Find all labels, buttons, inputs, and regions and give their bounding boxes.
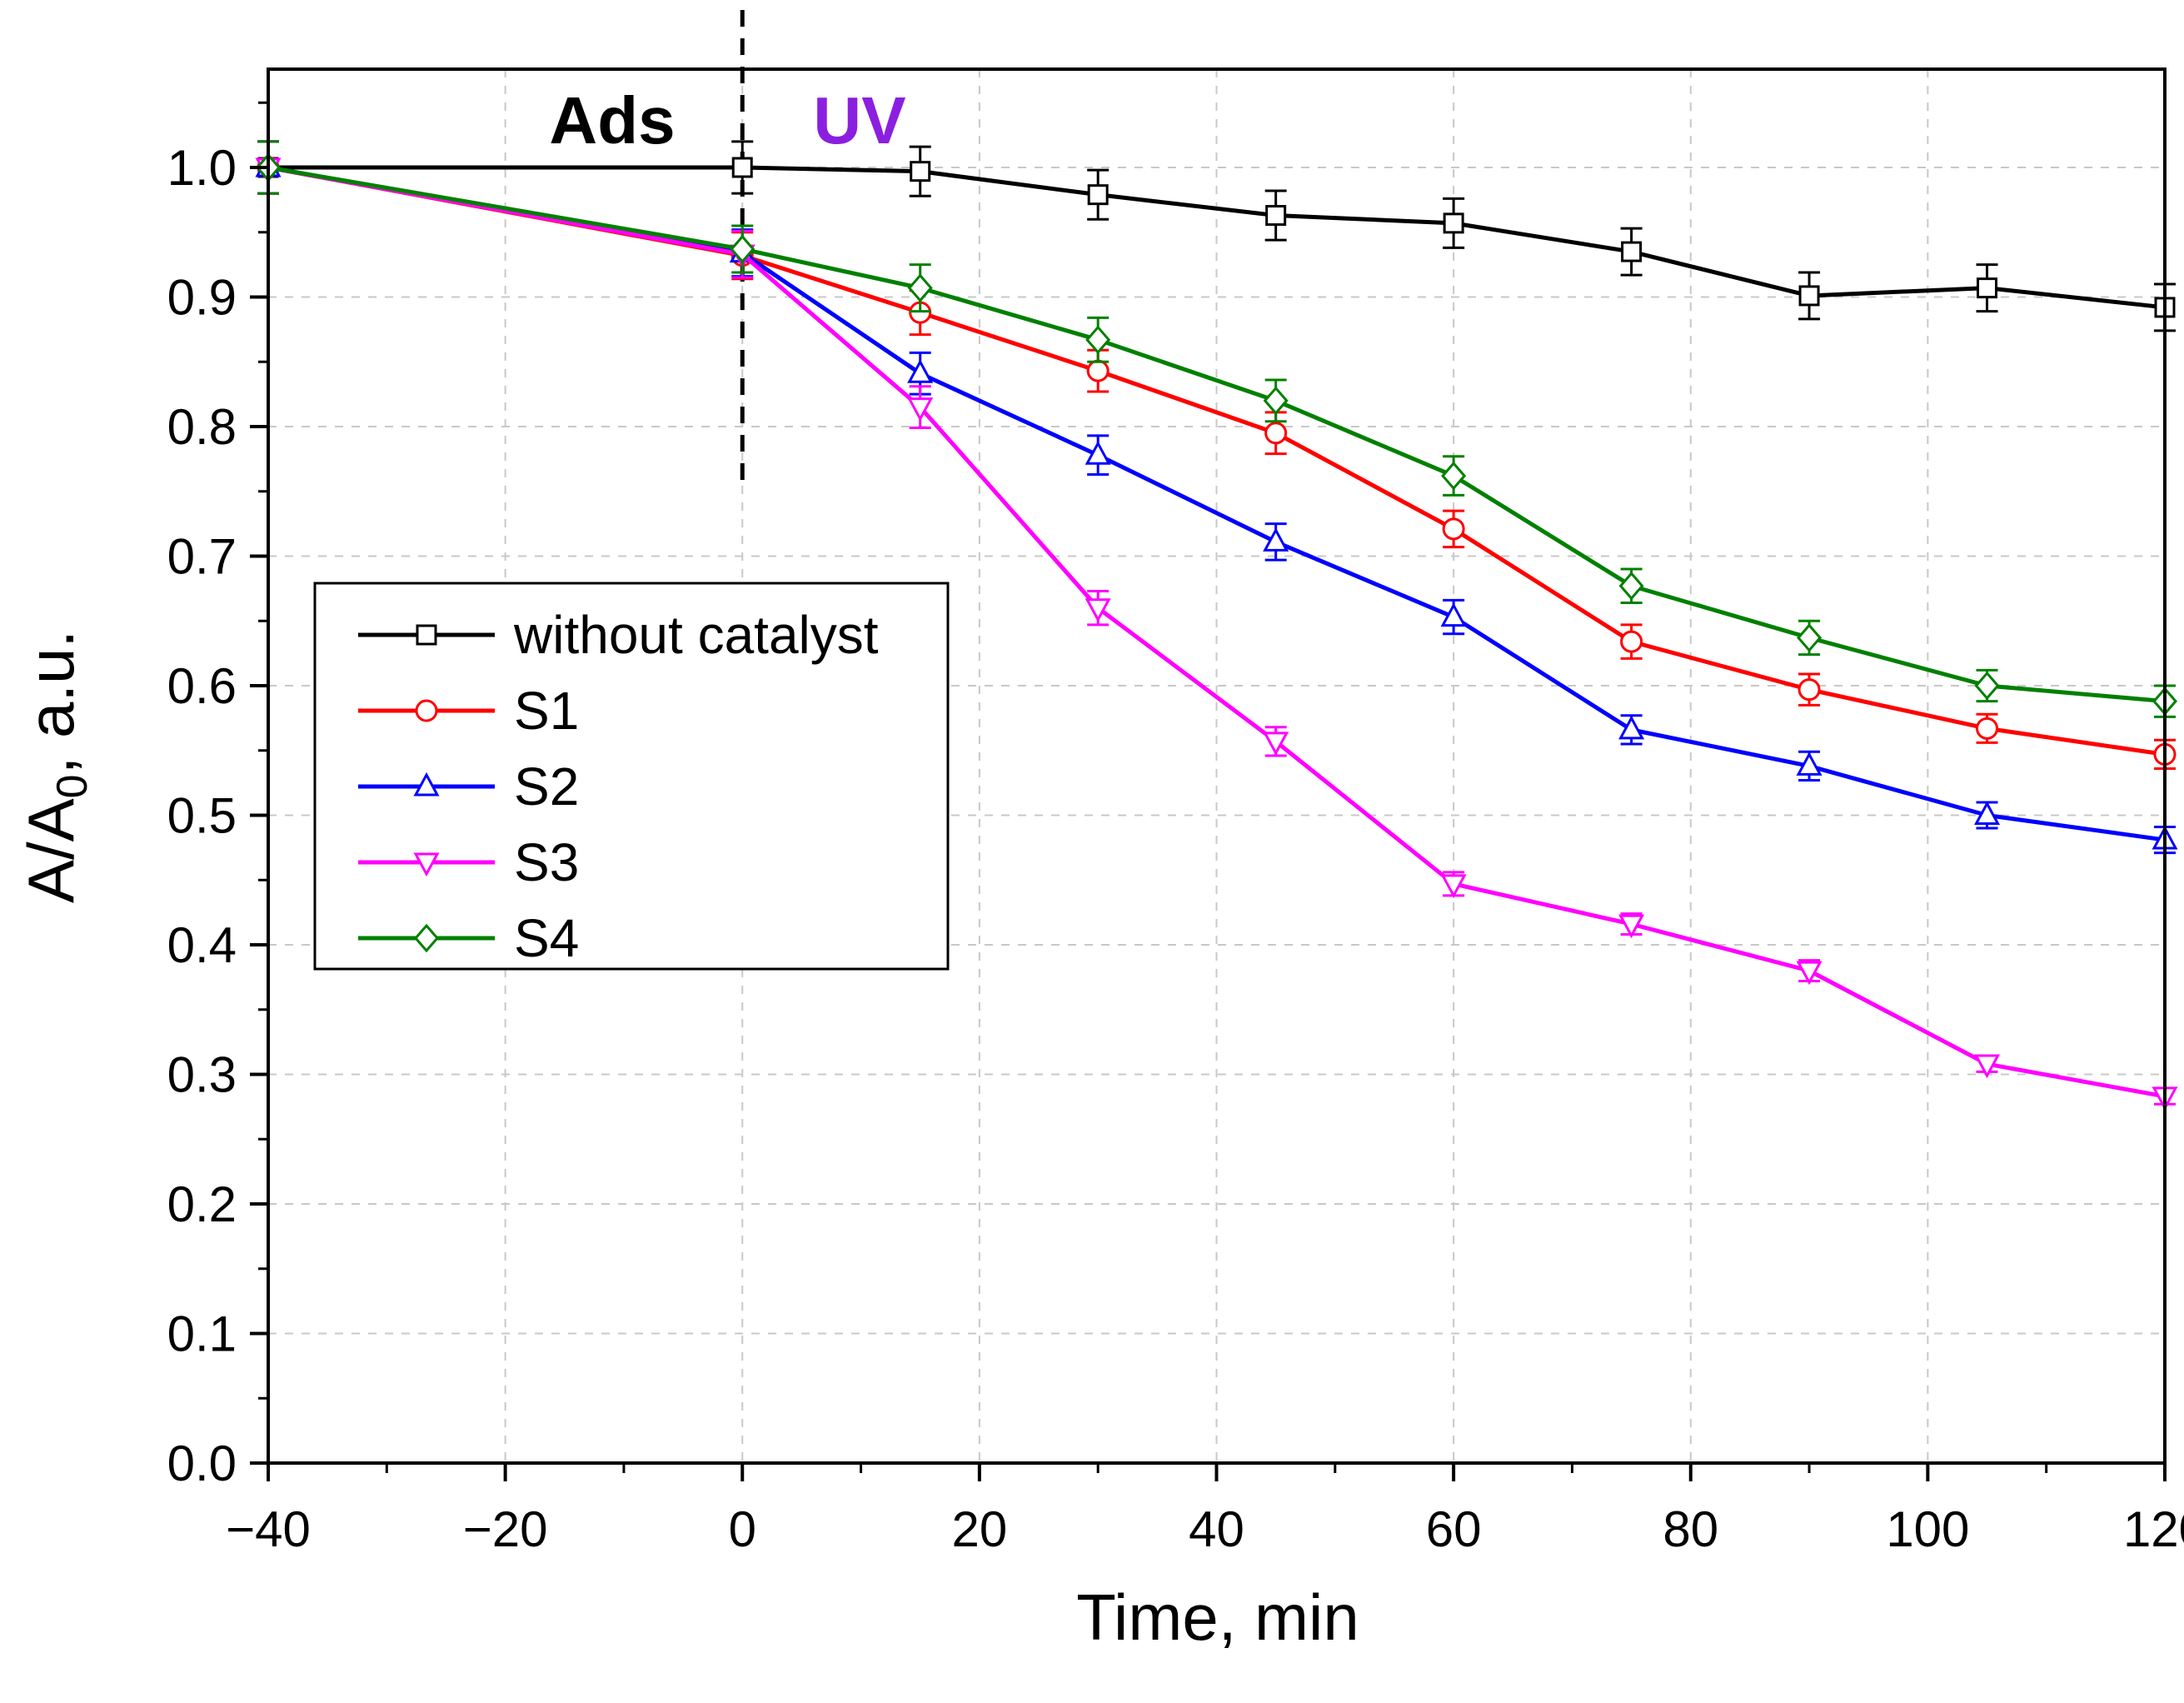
data-point xyxy=(907,359,934,383)
data-point xyxy=(1263,527,1289,552)
x-tick-label: −40 xyxy=(226,1501,311,1557)
data-point xyxy=(1440,874,1467,899)
data-point xyxy=(1798,678,1821,702)
data-point xyxy=(907,273,933,302)
y-axis-title-tail: , a.u. xyxy=(14,630,87,774)
data-point xyxy=(910,161,931,182)
y-axis-title: A/A0, a.u. xyxy=(14,630,97,903)
x-axis-title: Time, min xyxy=(1076,1581,1359,1654)
data-point xyxy=(1618,914,1645,939)
data-point xyxy=(1796,961,1822,986)
y-tick-label: 0.1 xyxy=(167,1306,237,1362)
data-point xyxy=(731,157,753,178)
x-tick-label: 80 xyxy=(1663,1501,1718,1557)
data-point xyxy=(1086,359,1109,382)
data-point xyxy=(1974,671,2000,701)
x-tick-label: 0 xyxy=(729,1501,756,1557)
series-line xyxy=(267,165,2166,1099)
data-point xyxy=(1618,571,1644,601)
series-line xyxy=(267,165,2166,842)
axes: −40 −20 0 20 40 60 80 100 120 0.0 0.1 0.2 0.3 0.4 0.5 0… xyxy=(167,101,2184,1557)
data-point xyxy=(730,234,755,264)
data-point xyxy=(1085,441,1111,465)
legend: without catalyst S1 S2 S3 S4 xyxy=(313,582,950,971)
series-line xyxy=(267,165,2166,757)
series-s2 xyxy=(255,140,2178,855)
annotation-ads: Ads xyxy=(549,83,675,157)
y-tick-label: 0.5 xyxy=(167,788,237,844)
y-tick-label: 0.6 xyxy=(167,658,237,714)
x-tick-label: 20 xyxy=(952,1501,1008,1557)
x-tick-label: −20 xyxy=(463,1501,548,1557)
y-axis-title-sub: 0 xyxy=(48,774,97,798)
y-tick-label: 0.4 xyxy=(167,917,237,973)
data-point xyxy=(1976,717,1999,740)
legend-label: S3 xyxy=(514,832,579,892)
x-tick-label: 60 xyxy=(1426,1501,1482,1557)
legend-label: S4 xyxy=(514,908,579,968)
data-point xyxy=(1085,598,1111,622)
y-tick-label: 0.8 xyxy=(167,399,237,455)
data-point xyxy=(1265,205,1287,227)
data-point xyxy=(1263,732,1289,757)
y-tick-label: 0.2 xyxy=(167,1176,237,1232)
data-point xyxy=(1264,422,1288,445)
legend-item: S1 xyxy=(358,681,579,741)
data-point xyxy=(1621,241,1643,262)
data-point xyxy=(1796,752,1822,776)
data-point xyxy=(1618,715,1645,740)
data-point xyxy=(1798,285,1820,307)
annotation-uv: UV xyxy=(813,83,905,157)
data-point xyxy=(1085,325,1111,355)
data-point xyxy=(1087,184,1109,206)
y-axis-title-main: A/A xyxy=(14,798,87,903)
data-point xyxy=(415,699,438,722)
x-tick-label: 100 xyxy=(1886,1501,1969,1557)
legend-box xyxy=(313,582,950,971)
legend-item: S2 xyxy=(358,757,579,817)
legend-label: S1 xyxy=(514,681,579,741)
x-tick-label: 40 xyxy=(1189,1501,1244,1557)
data-point xyxy=(1441,461,1467,491)
x-tick-label: 120 xyxy=(2123,1501,2184,1557)
data-point xyxy=(907,397,934,422)
y-tick-label: 0.3 xyxy=(167,1047,237,1103)
legend-label: S2 xyxy=(514,757,579,817)
data-point xyxy=(1443,212,1464,234)
legend-label: without catalyst xyxy=(513,605,879,665)
data-point xyxy=(1263,386,1289,416)
y-tick-label: 1.0 xyxy=(167,140,237,196)
data-point xyxy=(1442,517,1465,541)
data-point xyxy=(1974,801,2001,825)
data-point xyxy=(413,772,440,797)
data-point xyxy=(1977,277,1998,299)
series-line xyxy=(267,165,2166,704)
data-point xyxy=(414,923,439,953)
legend-item: S3 xyxy=(358,832,579,892)
data-point xyxy=(1974,1054,2001,1079)
legend-item: without catalyst xyxy=(358,605,879,665)
data-point xyxy=(416,624,437,646)
data-point xyxy=(1440,602,1467,627)
series-line xyxy=(268,165,2166,310)
legend-item: S4 xyxy=(358,908,579,968)
data-point xyxy=(413,852,440,877)
y-tick-label: 0.0 xyxy=(167,1436,237,1491)
data-point xyxy=(1797,623,1822,652)
y-tick-label: 0.9 xyxy=(167,270,237,326)
y-tick-label: 0.7 xyxy=(167,529,237,585)
data-point xyxy=(1620,630,1643,653)
series-without-catalyst xyxy=(257,140,2176,332)
